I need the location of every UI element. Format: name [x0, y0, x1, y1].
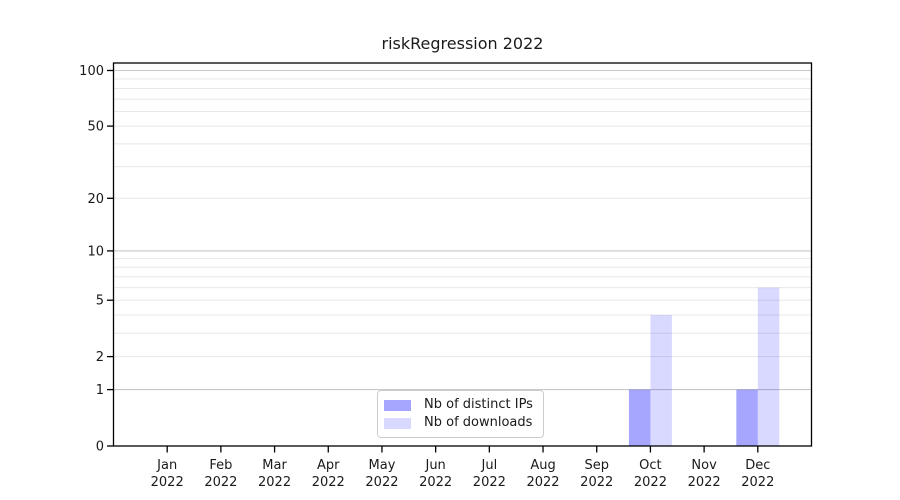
- x-tick-label-month: Oct: [639, 458, 661, 473]
- legend-swatch-distinct-ips: [384, 399, 411, 411]
- legend-swatch-downloads: [384, 417, 411, 429]
- y-tick-label: 0: [96, 440, 104, 455]
- x-tick-label-year: 2022: [312, 475, 345, 490]
- x-tick-label-month: Jan: [156, 458, 177, 473]
- x-tick-label-month: Nov: [691, 458, 717, 473]
- x-tick-label-year: 2022: [419, 475, 452, 490]
- x-tick-label-year: 2022: [473, 475, 506, 490]
- x-tick-label-month: Jun: [424, 458, 445, 473]
- x-tick-label-month: Mar: [262, 458, 287, 473]
- x-tick-label-year: 2022: [365, 475, 398, 490]
- x-tick-label-month: Apr: [317, 458, 340, 473]
- y-tick-label: 50: [87, 120, 104, 135]
- legend-item-distinct-ips: Nb of distinct IPs: [384, 397, 535, 413]
- y-tick-label: 2: [96, 350, 104, 365]
- chart-title: riskRegression 2022: [381, 34, 544, 53]
- y-tick-label: 1: [96, 383, 104, 398]
- x-tick-label-year: 2022: [526, 475, 559, 490]
- x-tick-label-month: Feb: [209, 458, 232, 473]
- bar-oct-downloads: [650, 315, 672, 446]
- x-tick-label-month: Aug: [530, 458, 555, 473]
- x-tick-label-month: Dec: [745, 458, 770, 473]
- y-tick-label: 5: [96, 294, 104, 309]
- x-tick-label-year: 2022: [204, 475, 237, 490]
- bar-oct-distinct-ips: [628, 389, 651, 446]
- x-tick-label-month: Sep: [584, 458, 609, 473]
- x-tick-label-month: May: [369, 458, 396, 473]
- x-tick-label-year: 2022: [151, 475, 184, 490]
- y-tick-label: 20: [87, 192, 104, 207]
- bar-dec-downloads: [757, 287, 780, 446]
- x-tick-label-year: 2022: [634, 475, 667, 490]
- y-tick-label: 10: [87, 244, 104, 259]
- y-tick-label: 100: [79, 64, 104, 79]
- legend-item-downloads: Nb of downloads: [384, 415, 535, 431]
- legend-box: Nb of distinct IPs Nb of downloads: [377, 390, 544, 438]
- x-tick-label-year: 2022: [258, 475, 291, 490]
- legend-label-distinct-ips: Nb of distinct IPs: [424, 397, 533, 412]
- bar-dec-distinct-ips: [736, 389, 758, 446]
- x-tick-label-year: 2022: [688, 475, 721, 490]
- x-tick-label-month: Jul: [481, 458, 498, 473]
- x-tick-label-year: 2022: [580, 475, 613, 490]
- x-tick-label-year: 2022: [741, 475, 774, 490]
- axes-frame: [112, 62, 813, 447]
- legend-label-downloads: Nb of downloads: [424, 415, 533, 430]
